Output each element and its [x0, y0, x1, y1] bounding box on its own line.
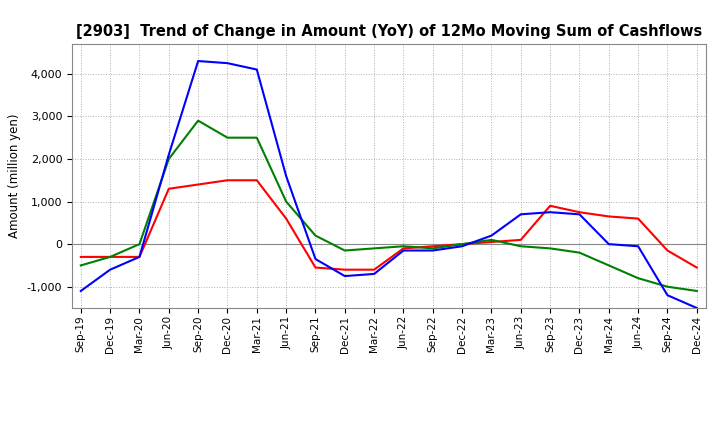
Free Cashflow [164, 152, 173, 158]
Investing Cashflow [164, 156, 173, 161]
Free Cashflow [693, 305, 701, 311]
Investing Cashflow [546, 246, 554, 251]
Free Cashflow [106, 267, 114, 272]
Investing Cashflow [575, 250, 584, 255]
Y-axis label: Amount (million yen): Amount (million yen) [8, 114, 21, 238]
Line: Free Cashflow: Free Cashflow [81, 61, 697, 308]
Operating Cashflow [663, 248, 672, 253]
Operating Cashflow [370, 267, 379, 272]
Investing Cashflow [458, 242, 467, 247]
Free Cashflow [516, 212, 525, 217]
Operating Cashflow [106, 254, 114, 260]
Title: [2903]  Trend of Change in Amount (YoY) of 12Mo Moving Sum of Cashflows: [2903] Trend of Change in Amount (YoY) o… [76, 24, 702, 39]
Investing Cashflow [693, 288, 701, 293]
Line: Investing Cashflow: Investing Cashflow [81, 121, 697, 291]
Investing Cashflow [223, 135, 232, 140]
Investing Cashflow [663, 284, 672, 290]
Operating Cashflow [575, 209, 584, 215]
Operating Cashflow [399, 246, 408, 251]
Free Cashflow [546, 209, 554, 215]
Operating Cashflow [487, 239, 496, 245]
Free Cashflow [663, 293, 672, 298]
Investing Cashflow [399, 244, 408, 249]
Investing Cashflow [135, 242, 144, 247]
Investing Cashflow [253, 135, 261, 140]
Operating Cashflow [546, 203, 554, 209]
Free Cashflow [399, 248, 408, 253]
Investing Cashflow [341, 248, 349, 253]
Investing Cashflow [194, 118, 202, 123]
Free Cashflow [76, 288, 85, 293]
Operating Cashflow [634, 216, 642, 221]
Investing Cashflow [370, 246, 379, 251]
Free Cashflow [341, 273, 349, 279]
Free Cashflow [634, 244, 642, 249]
Free Cashflow [194, 59, 202, 64]
Investing Cashflow [487, 237, 496, 242]
Free Cashflow [223, 61, 232, 66]
Investing Cashflow [282, 199, 290, 204]
Operating Cashflow [516, 237, 525, 242]
Operating Cashflow [76, 254, 85, 260]
Free Cashflow [487, 233, 496, 238]
Investing Cashflow [106, 254, 114, 260]
Operating Cashflow [605, 214, 613, 219]
Operating Cashflow [164, 186, 173, 191]
Operating Cashflow [282, 216, 290, 221]
Investing Cashflow [634, 275, 642, 281]
Operating Cashflow [341, 267, 349, 272]
Free Cashflow [428, 248, 437, 253]
Free Cashflow [135, 254, 144, 260]
Investing Cashflow [76, 263, 85, 268]
Free Cashflow [605, 242, 613, 247]
Free Cashflow [458, 244, 467, 249]
Free Cashflow [253, 67, 261, 72]
Operating Cashflow [311, 265, 320, 270]
Free Cashflow [370, 271, 379, 277]
Operating Cashflow [253, 178, 261, 183]
Investing Cashflow [516, 244, 525, 249]
Operating Cashflow [458, 242, 467, 247]
Free Cashflow [282, 173, 290, 179]
Operating Cashflow [428, 244, 437, 249]
Investing Cashflow [605, 263, 613, 268]
Line: Operating Cashflow: Operating Cashflow [81, 180, 697, 270]
Operating Cashflow [135, 254, 144, 260]
Operating Cashflow [223, 178, 232, 183]
Investing Cashflow [311, 233, 320, 238]
Operating Cashflow [194, 182, 202, 187]
Free Cashflow [575, 212, 584, 217]
Investing Cashflow [428, 246, 437, 251]
Free Cashflow [311, 257, 320, 262]
Operating Cashflow [693, 265, 701, 270]
